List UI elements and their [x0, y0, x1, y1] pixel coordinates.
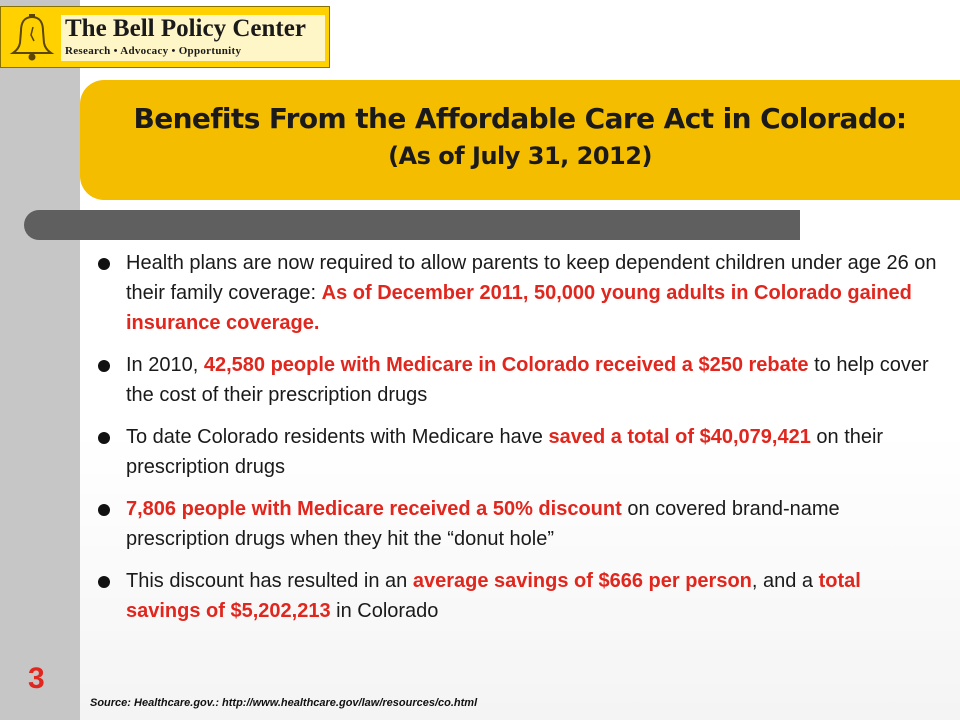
bullet-item: Health plans are now required to allow p…	[90, 248, 940, 338]
bullet-text: Health plans are now required to allow p…	[126, 252, 937, 304]
liberty-bell-icon	[9, 14, 55, 61]
highlighted-text: average savings of $666 per person	[412, 570, 752, 592]
bullet-text: on their prescription drugs	[126, 426, 884, 478]
bell-policy-center-logo: The Bell Policy Center Research • Advoca…	[0, 6, 330, 68]
title-divider-bar	[24, 210, 800, 240]
bullet-text: , and a	[751, 570, 819, 592]
highlighted-text: 7,806 people with Medicare received a 50…	[126, 498, 622, 520]
bullet-text: to help cover the cost of their prescrip…	[126, 354, 929, 406]
slide-subtitle: (As of July 31, 2012)	[388, 142, 652, 170]
left-gray-strip	[0, 0, 80, 720]
bullet-item: 7,806 people with Medicare received a 50…	[90, 494, 940, 554]
bullet-item: To date Colorado residents with Medicare…	[90, 422, 940, 482]
logo-tagline: Research • Advocacy • Opportunity	[65, 45, 242, 57]
bullet-text: in Colorado	[330, 600, 439, 622]
bullet-list: Health plans are now required to allow p…	[90, 248, 940, 638]
logo-name: The Bell Policy Center	[65, 15, 306, 42]
bullet-text: In 2010,	[126, 354, 204, 376]
bullet-text: on covered brand-name prescription drugs…	[126, 498, 840, 550]
bullet-text: This discount has resulted in an	[126, 570, 413, 592]
highlighted-text: As of December 2011, 50,000 young adults…	[126, 282, 912, 334]
slide-title-banner: Benefits From the Affordable Care Act in…	[80, 80, 960, 200]
highlighted-text: 42,580 people with Medicare in Colorado …	[203, 354, 809, 376]
bullet-item: This discount has resulted in an average…	[90, 566, 940, 626]
highlighted-text: total savings of $5,202,213	[126, 570, 861, 622]
slide-title: Benefits From the Affordable Care Act in…	[133, 102, 907, 135]
highlighted-text: saved a total of $40,079,421	[548, 426, 811, 448]
page-number: 3	[28, 662, 45, 695]
source-citation: Source: Healthcare.gov.: http://www.heal…	[90, 697, 478, 709]
bullet-text: To date Colorado residents with Medicare…	[126, 426, 549, 448]
bullet-item: In 2010, 42,580 people with Medicare in …	[90, 350, 940, 410]
logo-name-box: The Bell Policy Center Research • Advoca…	[61, 15, 325, 61]
